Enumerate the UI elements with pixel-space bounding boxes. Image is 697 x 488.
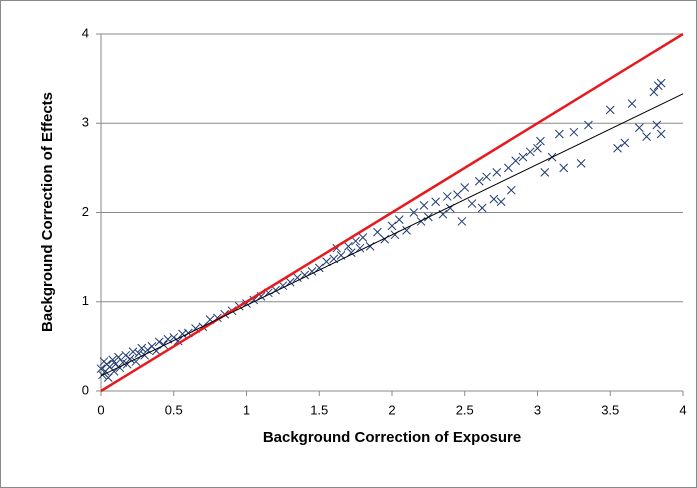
y-tick-label: 3	[82, 115, 89, 130]
scatter-point	[419, 201, 429, 210]
scatter-point	[307, 267, 317, 276]
scatter-point	[496, 197, 506, 207]
scatter-point	[111, 359, 120, 369]
scatter-point	[300, 270, 310, 280]
scatter-point	[656, 129, 666, 139]
scatter-point	[584, 120, 593, 130]
x-tick-label: 2.5	[456, 402, 474, 417]
scatter-point	[536, 136, 545, 146]
scatter-point	[278, 281, 288, 291]
scatter-point	[322, 257, 331, 266]
scatter-point	[525, 147, 535, 157]
x-tick-label: 0	[97, 402, 104, 417]
scatter-point	[121, 350, 131, 360]
scatter-point	[653, 81, 663, 91]
x-tick-label: 3.5	[601, 402, 619, 417]
y-axis-title: Background Correction of Effects	[39, 92, 56, 332]
scatter-point	[131, 357, 141, 366]
scatter-point	[649, 87, 659, 97]
scatter-point	[394, 215, 404, 224]
scatter-point	[634, 123, 644, 133]
scatter-point	[402, 225, 411, 235]
x-tick-label: 1.5	[310, 402, 328, 417]
scatter-point	[128, 347, 138, 357]
scatter-point	[569, 127, 579, 137]
y-tick-label: 2	[82, 204, 89, 219]
scatter-point	[442, 192, 452, 201]
scatter-point	[108, 355, 117, 365]
scatter-point	[114, 352, 123, 362]
scatter-point	[554, 129, 564, 139]
scatter-point	[540, 167, 550, 177]
scatter-point	[605, 105, 615, 115]
scatter-point	[518, 152, 528, 162]
scatter-point	[460, 183, 470, 192]
scatter-point	[416, 217, 426, 226]
scatter-point	[355, 243, 365, 253]
scatter-point	[652, 120, 662, 130]
x-axis-title: Background Correction of Exposure	[263, 429, 521, 446]
scatter-point	[474, 176, 484, 186]
scatter-point	[477, 203, 487, 213]
scatter-point	[293, 273, 302, 283]
scatter-point	[173, 336, 183, 346]
scatter-point	[489, 194, 499, 204]
scatter-point	[373, 227, 382, 237]
scatter-point	[154, 337, 164, 347]
scatter-point	[492, 167, 502, 177]
scatter-point	[642, 132, 651, 141]
scatter-point	[118, 358, 128, 367]
scatter-point	[627, 99, 637, 108]
x-tick-label: 3	[534, 402, 541, 417]
scatter-point	[343, 242, 353, 251]
x-tick-label: 0.5	[165, 402, 183, 417]
scatter-point	[125, 354, 135, 364]
scatter-point	[620, 138, 630, 148]
scatter-point	[613, 143, 622, 153]
scatter-point	[511, 156, 521, 166]
scatter-point	[314, 263, 324, 273]
scatter-point	[533, 143, 542, 153]
x-tick-label: 1	[243, 402, 250, 417]
y-tick-label: 4	[82, 25, 89, 40]
scatter-point	[140, 350, 150, 360]
scatter-point	[169, 333, 179, 342]
scatter-point	[559, 163, 569, 173]
scatter-point	[453, 190, 462, 200]
y-tick-label: 0	[82, 382, 89, 397]
x-tick-label: 2	[388, 402, 395, 417]
fit-line	[100, 93, 684, 377]
scatter-point	[409, 208, 419, 217]
scatter-point	[387, 221, 397, 231]
scatter-point	[431, 197, 441, 207]
scatter-point	[467, 199, 477, 208]
scatter-point	[137, 343, 147, 353]
scatter-point	[351, 236, 360, 246]
x-tick-label: 4	[679, 402, 686, 417]
scatter-point	[143, 345, 152, 355]
scatter-point	[506, 185, 516, 195]
fit-line	[100, 32, 684, 393]
y-tick-label: 1	[82, 293, 89, 308]
scatter-point	[504, 163, 513, 173]
scatter-point	[358, 233, 368, 242]
scatter-point	[285, 277, 295, 287]
scatter-point	[482, 172, 491, 182]
scatter-point	[457, 217, 467, 226]
scatter-point	[576, 159, 586, 168]
